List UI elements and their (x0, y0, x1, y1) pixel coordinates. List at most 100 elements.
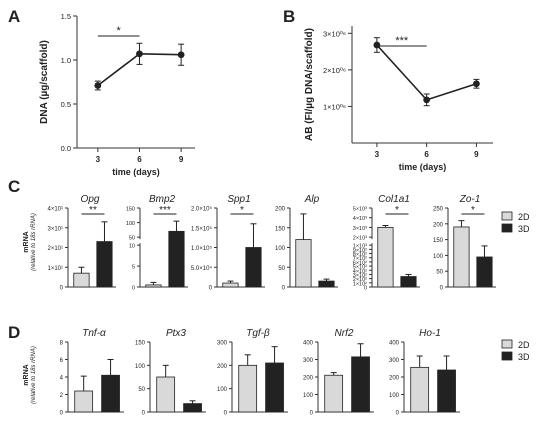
significance-label: * (471, 205, 475, 216)
data-point (373, 41, 381, 49)
y-tick-label: 150 (126, 207, 135, 213)
gene-title: Tgf-β (246, 328, 270, 339)
y-tick-label: 150 (135, 341, 146, 347)
significance-label: * (117, 25, 122, 37)
y-tick-label: 1×10¹ (47, 266, 63, 272)
panel-c-ylabel: mRNA (relative to 18s rRNA) (23, 213, 37, 271)
y-tick-label: 200 (275, 207, 286, 213)
y-tick-label: 2×10² (353, 277, 367, 283)
bar-2d (73, 272, 90, 288)
y-tick-label: 0 (60, 286, 64, 292)
bar-3d (265, 362, 284, 413)
y-tick-label: 3×10³ (353, 226, 367, 232)
legend-swatch-3d (501, 223, 513, 233)
x-tick-label: 6 (137, 155, 142, 164)
y-tick-label: 100 (217, 387, 228, 393)
y-tick-label: 150 (433, 238, 444, 244)
panel-d-ylabel: mRNA (relative to 18s rRNA) (23, 346, 37, 404)
data-point (94, 82, 102, 89)
panel-c-legend: 2D 3D (501, 211, 530, 234)
gene-title: Ho-1 (419, 328, 441, 339)
y-tick-label: 4×10³ (353, 216, 367, 222)
y-tick-label: 50 (278, 266, 285, 272)
y-tick-label: 400 (303, 341, 314, 347)
panel-label-c: C (8, 177, 20, 196)
y-tick-label: 0 (209, 286, 213, 292)
x-axis-label: time (days) (112, 167, 160, 177)
bar-3d (318, 280, 335, 288)
panel-label-d: D (8, 323, 20, 342)
bar-3d (96, 241, 113, 288)
y-tick-label: 0 (310, 411, 314, 417)
panel-d-ylabel-line2: (relative to 18s rRNA) (31, 346, 37, 404)
y-tick-label: 150 (275, 226, 286, 232)
data-point (177, 51, 185, 59)
y-tick-label: 1.0×10⁵ (191, 245, 213, 252)
panel-label-a: A (8, 7, 20, 26)
chart-panels: 0.0 0.5 1.0 1.5 3 6 9 time (days) DNA (µg/scaffo… (39, 12, 496, 417)
legend-swatch-3d (501, 351, 513, 361)
y-tick-label: 1×10² (353, 281, 367, 287)
bar-2d (156, 376, 176, 413)
gene-title: Spp1 (227, 194, 250, 205)
y-tick-label: 100 (389, 393, 400, 399)
y-tick-label: 6 (60, 358, 64, 364)
y-tick-label: 8 (60, 341, 64, 347)
y-tick-label: 5.0×10⁴ (191, 265, 213, 272)
x-axis-label: time (days) (399, 162, 447, 172)
bar-2d (222, 282, 239, 288)
bar-2d (74, 390, 94, 413)
gene-title: Opg (81, 194, 100, 205)
y-tick-label: 300 (303, 358, 314, 364)
y-tick-label: 200 (217, 364, 228, 370)
gene-title: Tnf-α (82, 328, 106, 339)
legend-label-2d: 2D (518, 212, 530, 222)
y-tick-label: 0 (132, 286, 135, 292)
y-tick-label: 8×10² (353, 252, 367, 258)
gene-title: Alp (304, 194, 320, 205)
y-tick-label: 0.0 (61, 144, 71, 153)
legend-label-2d: 2D (518, 340, 530, 350)
y-tick-label: 5 (132, 265, 135, 271)
x-tick-label: 3 (96, 155, 101, 164)
bar-3d (101, 374, 120, 413)
gene-title: Bmp2 (149, 194, 176, 205)
y-tick-label: 1.5×10⁵ (191, 225, 213, 232)
bar-2d (410, 366, 430, 413)
y-tick-label: 200 (389, 376, 400, 382)
y-tick-label: 1.0 (61, 56, 71, 65)
bar-3d (476, 256, 493, 288)
y-tick-label: 5×10² (353, 265, 367, 271)
legend-label-3d: 3D (518, 224, 530, 234)
y-tick-label: 200 (433, 222, 444, 228)
y-tick-label: 4 (60, 376, 64, 382)
axis-break (137, 239, 143, 244)
panel-label-b: B (283, 7, 295, 26)
y-tick-label: 9×10² (353, 248, 367, 254)
y-tick-label: 3×10⁰⁶ (323, 29, 346, 38)
y-tick-label: 2×10¹ (47, 246, 63, 252)
bar-3d (351, 356, 370, 413)
y-tick-label: 2 (60, 393, 64, 399)
y-tick-label: 2×10³ (353, 236, 367, 242)
y-tick-label: 5×10³ (353, 207, 367, 213)
y-tick-label: 0 (440, 286, 444, 292)
y-tick-label: 100 (275, 246, 286, 252)
y-tick-label: 0.5 (61, 100, 71, 109)
y-tick-label: 2×10⁰⁶ (323, 66, 346, 75)
bar-2d (145, 284, 162, 288)
y-tick-label: 0 (396, 411, 400, 417)
significance-label: * (395, 205, 399, 216)
y-tick-label: 0 (282, 286, 286, 292)
data-point (423, 96, 431, 104)
legend-swatch-2d (501, 339, 513, 349)
bar-2d (238, 364, 258, 413)
y-tick-label: 3×10¹ (47, 226, 63, 232)
y-tick-label: 1.5 (61, 12, 71, 21)
data-point (136, 50, 143, 58)
bar-3d (168, 230, 185, 288)
significance-label: *** (395, 35, 409, 47)
y-tick-label: 4×10¹ (47, 207, 63, 213)
gene-title: Nrf2 (335, 328, 354, 339)
y-tick-label: 100 (433, 254, 444, 260)
